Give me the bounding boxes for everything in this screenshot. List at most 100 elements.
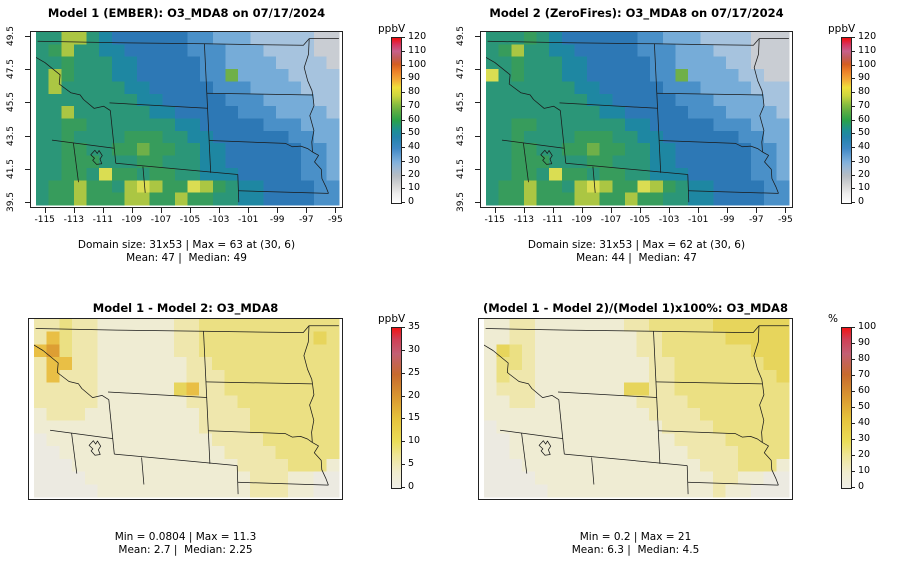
colorbar-tick-label: 20 — [408, 168, 421, 180]
stats-line-2: Mean: 47 | Median: 49 — [126, 252, 247, 264]
x-tick-label: -101 — [687, 215, 709, 225]
colorbar-tick-mark — [851, 50, 855, 52]
colorbar — [391, 37, 402, 204]
x-tick-label: -113 — [63, 215, 85, 225]
panel-model1: Model 1 (EMBER): O3_MDA8 on 07/17/2024 D… — [0, 0, 450, 290]
map-frame — [480, 31, 793, 208]
colorbar-tick-label: 100 — [408, 58, 427, 70]
colorbar-tick-mark — [401, 174, 405, 176]
panel-title: Model 1 - Model 2: O3_MDA8 — [92, 301, 279, 315]
y-tick-mark — [475, 201, 480, 203]
colorbar-tick-label: 35 — [408, 321, 421, 332]
y-tick-mark — [475, 69, 480, 71]
colorbar-tick-label: 50 — [858, 127, 871, 139]
colorbar-tick-mark — [851, 92, 855, 93]
colorbar-tick-label: 0 — [858, 196, 865, 207]
colorbar-tick-mark — [851, 119, 855, 121]
x-tick-mark — [581, 208, 583, 213]
stats-line-1: Min = 0.0804 | Max = 11.3 — [114, 531, 257, 543]
colorbar-tick-mark — [851, 487, 855, 488]
raster-grid — [36, 32, 340, 206]
map-plot-model1 — [30, 31, 343, 208]
x-tick-label: -107 — [600, 215, 622, 225]
colorbar-tick-label: 0 — [858, 481, 865, 492]
x-tick-label: -113 — [513, 215, 535, 225]
colorbar-tick-mark — [851, 147, 855, 148]
x-tick-label: -95 — [778, 215, 793, 225]
y-tick-label: 43.5 — [6, 125, 16, 146]
panel-percent-difference: (Model 1 - Model 2)/(Model 1)x100%: O3_M… — [450, 290, 900, 579]
y-tick-mark — [475, 102, 480, 104]
great-salt-lake-outline — [90, 149, 103, 165]
x-tick-mark — [248, 208, 250, 213]
colorbar — [841, 327, 852, 489]
colorbar-tick-mark — [401, 395, 405, 397]
colorbar-tick-mark — [401, 50, 405, 52]
x-tick-mark — [277, 208, 279, 213]
colorbar-tick-mark — [851, 455, 855, 456]
great-salt-lake-outline — [540, 149, 553, 165]
x-tick-label: -107 — [150, 215, 172, 225]
colorbar-tick-label: 110 — [408, 44, 427, 56]
panel-title: Model 2 (ZeroFires): O3_MDA8 on 07/17/20… — [489, 6, 784, 20]
colorbar-tick-label: 120 — [858, 31, 877, 42]
raster-grid — [34, 319, 340, 498]
colorbar-tick-mark — [401, 202, 405, 203]
colorbar-tick-mark — [851, 37, 855, 38]
colorbar-tick-mark — [401, 188, 405, 190]
x-tick-label: -115 — [484, 215, 505, 225]
colorbar-tick-mark — [401, 464, 405, 466]
raster-grid — [486, 32, 790, 206]
panel-title: (Model 1 - Model 2)/(Model 1)x100%: O3_M… — [483, 301, 788, 315]
colorbar-tick-label: 30 — [858, 154, 871, 166]
colorbar-tick-mark — [851, 439, 855, 440]
x-tick-mark — [640, 208, 641, 213]
x-tick-mark — [494, 208, 496, 213]
y-tick-label: 39.5 — [456, 191, 466, 212]
colorbar-tick-mark — [401, 372, 405, 374]
colorbar-tick-label: 80 — [408, 86, 421, 97]
y-tick-label: 41.5 — [456, 158, 466, 179]
colorbar-tick-label: 30 — [858, 433, 871, 444]
colorbar-tick-label: 60 — [858, 385, 871, 396]
state-boundaries — [34, 325, 339, 495]
y-tick-label: 49.5 — [456, 26, 466, 47]
colorbar-tick-label: 10 — [858, 465, 871, 476]
x-tick-mark — [552, 208, 554, 213]
map-plot-model2 — [480, 31, 793, 208]
x-tick-mark — [756, 208, 758, 213]
y-tick-mark — [25, 201, 30, 203]
colorbar — [391, 327, 402, 489]
colorbar-tick-mark — [851, 343, 855, 344]
colorbar-unit-label: ppbV — [378, 313, 406, 325]
colorbar-tick-label: 20 — [858, 168, 871, 180]
x-tick-mark — [785, 208, 787, 213]
y-tick-mark — [25, 168, 30, 170]
colorbar-tick-mark — [401, 418, 405, 420]
x-tick-mark — [335, 208, 337, 213]
colorbar-tick-mark — [851, 174, 855, 176]
colorbar-tick-mark — [851, 64, 855, 66]
colorbar-tick-mark — [851, 105, 855, 107]
colorbar-tick-label: 30 — [408, 343, 421, 355]
colorbar-tick-label: 60 — [408, 113, 421, 125]
y-tick-mark — [25, 36, 30, 38]
colorbar-tick-label: 90 — [408, 72, 421, 84]
x-tick-mark — [306, 208, 308, 213]
state-boundaries — [36, 38, 339, 203]
great-salt-lake-outline — [538, 440, 552, 456]
colorbar-tick-mark — [851, 423, 855, 424]
panel-difference: Model 1 - Model 2: O3_MDA8 Min = 0.0804 … — [0, 290, 450, 579]
x-tick-mark — [523, 208, 525, 213]
stats-line-1: Min = 0.2 | Max = 21 — [579, 531, 692, 543]
colorbar-tick-label: 30 — [408, 154, 421, 166]
colorbar-tick-label: 5 — [408, 458, 415, 470]
colorbar-tick-label: 0 — [408, 196, 415, 207]
colorbar-tick-label: 50 — [858, 401, 871, 412]
colorbar-unit-label: % — [828, 313, 838, 325]
state-boundaries — [486, 38, 789, 203]
x-tick-label: -105 — [179, 215, 201, 225]
x-tick-label: -105 — [629, 215, 651, 225]
x-tick-mark — [161, 208, 162, 213]
